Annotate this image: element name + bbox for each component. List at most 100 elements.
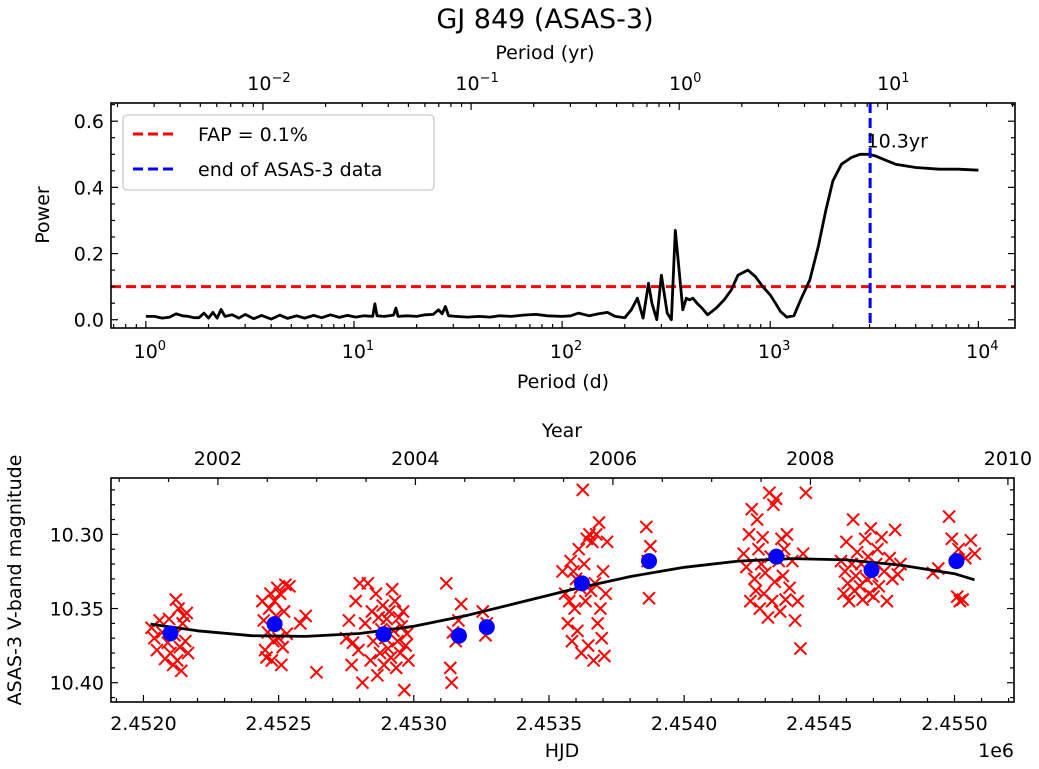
photometry-point — [444, 676, 459, 690]
photometry-point — [586, 653, 601, 668]
photometry-point — [585, 535, 599, 549]
photometry-point — [298, 609, 313, 623]
lightcurve-panel: Year 2002 2004 2006 2008 2010 2.4520 2.4525 2.… — [4, 420, 1032, 762]
periodogram-panel: Period (yr) 10−2 10−1 100 101 100 101 102 103 1… — [32, 42, 1016, 393]
photometry-point — [761, 610, 775, 625]
binned-mean-point — [641, 553, 658, 570]
x-tick-label: 2.4525 — [245, 713, 311, 735]
lightcurve-xlabel: HJD — [545, 740, 580, 762]
photometry-point — [799, 486, 813, 500]
photometry-point — [576, 483, 590, 497]
y-tick-label: 10.30 — [50, 524, 104, 546]
photometry-point — [400, 627, 414, 641]
photometry-point — [570, 624, 585, 638]
photometry-point — [639, 520, 654, 534]
photometry-point — [880, 594, 894, 608]
photometry-point — [562, 594, 576, 608]
photometry-point — [361, 576, 375, 591]
binned-mean-point — [375, 626, 392, 643]
photometry-point — [642, 591, 656, 605]
photometry-point — [888, 523, 902, 537]
photometry-point — [968, 546, 982, 561]
photometry-point — [394, 619, 409, 634]
legend-box — [122, 114, 435, 191]
photometry-point — [382, 604, 397, 619]
y-tick-label: 0.6 — [74, 111, 104, 133]
photometry-point — [882, 551, 897, 565]
lightcurve-ylabel: ASAS-3 V-band magnitude — [4, 455, 26, 706]
photometry-point — [401, 653, 416, 668]
photometry-point — [776, 569, 790, 583]
lightcurve-frame — [110, 477, 1015, 703]
photometry-point — [839, 535, 854, 549]
photometry-point — [392, 610, 406, 625]
y-tick-label: 10.35 — [50, 599, 104, 621]
periodogram-xlabel: Period (d) — [517, 371, 609, 393]
legend-label-fap: FAP = 0.1% — [198, 124, 308, 146]
photometry-point — [563, 554, 578, 568]
lightcurve-marks — [144, 483, 982, 697]
photometry-point — [870, 542, 885, 556]
binned-mean-point — [266, 616, 283, 633]
photometry-point — [750, 512, 764, 527]
photometry-point — [147, 631, 161, 645]
photometry-point — [454, 597, 468, 611]
photometry-point — [793, 641, 808, 656]
photometry-point — [846, 512, 860, 527]
photometry-point — [592, 515, 606, 530]
photometry-point — [589, 527, 604, 542]
photometry-point — [596, 564, 610, 579]
x-tick-label: 2.4550 — [921, 713, 987, 735]
top-tick-label: 101 — [877, 71, 909, 95]
x-tick-label: 2.4540 — [651, 713, 717, 735]
top-tick-label: 10−1 — [455, 71, 498, 95]
photometry-point — [874, 530, 889, 545]
photometry-point — [581, 638, 595, 653]
photometry-point — [864, 521, 878, 536]
photometry-point — [385, 582, 399, 596]
photometry-point — [739, 560, 754, 574]
photometry-point — [593, 601, 608, 616]
photometry-point — [755, 530, 770, 545]
photometry-point — [398, 638, 413, 653]
photometry-point — [389, 661, 403, 675]
x-tick-label: 104 — [966, 339, 998, 363]
photometry-point — [275, 640, 290, 654]
photometry-point — [346, 635, 360, 650]
x-tick-label: 102 — [550, 339, 582, 363]
periodogram-y-ticks: 0.0 0.2 0.4 0.6 — [74, 104, 1015, 332]
photometry-point — [945, 532, 959, 546]
photometry-point — [745, 502, 759, 516]
photometry-point — [964, 533, 978, 548]
photometry-point — [344, 658, 359, 672]
photometry-point — [791, 594, 805, 608]
photometry-point — [778, 592, 793, 607]
photometry-point — [578, 594, 593, 608]
photometry-point — [170, 653, 184, 668]
photometry-point — [872, 579, 886, 593]
photometry-point — [858, 532, 873, 546]
y-tick-label: 0.2 — [74, 244, 104, 266]
photometry-point — [171, 601, 186, 616]
photometry-point — [178, 634, 193, 648]
photometry-point — [369, 587, 383, 601]
photometry-point — [955, 592, 970, 607]
photometry-point — [782, 581, 797, 595]
period-annotation: 10.3yr — [867, 131, 929, 153]
binned-mean-point — [863, 561, 880, 578]
photometry-point — [773, 604, 787, 619]
photometry-point — [380, 612, 394, 626]
photometry-point — [439, 576, 453, 591]
photometry-point — [265, 653, 279, 668]
photometry-point — [278, 578, 293, 592]
x-tick-label: 2.4520 — [110, 713, 176, 735]
x-tick-label: 103 — [758, 339, 790, 363]
binned-mean-point — [478, 619, 495, 636]
periodogram-top-ticks: 10−2 10−1 100 101 — [116, 71, 1014, 110]
y-tick-label: 0.4 — [74, 177, 104, 199]
photometry-point — [590, 616, 605, 631]
photometry-point — [742, 527, 756, 542]
binned-mean-point — [768, 548, 785, 565]
photometry-point — [351, 643, 366, 657]
